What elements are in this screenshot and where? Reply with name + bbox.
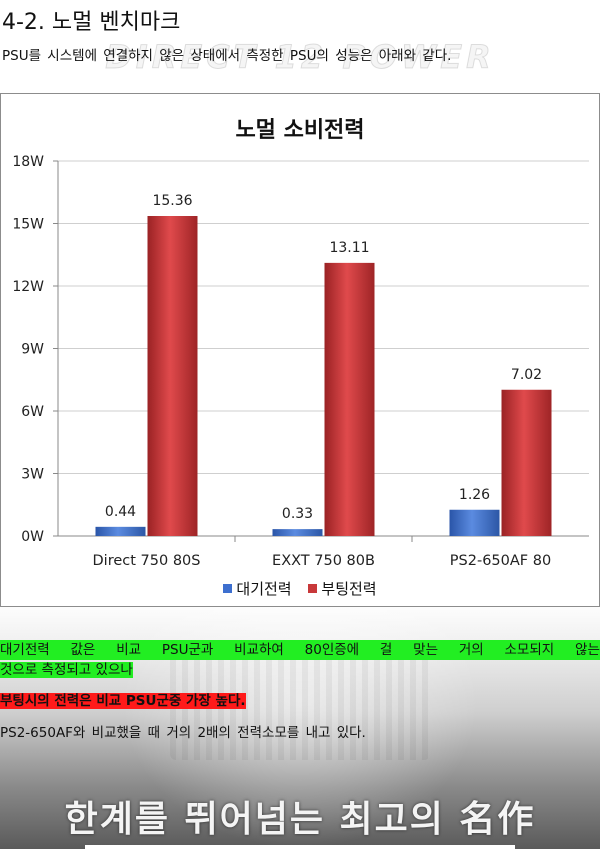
- brand-watermark: DIRECT 12 POWER: [105, 38, 495, 77]
- bar-boot: [324, 262, 375, 536]
- paragraph-word: 소모되지: [504, 642, 555, 658]
- y-tick-label: 15W: [12, 217, 44, 233]
- paragraph-standby-power: 대기전력 값은 비교 PSU군과 비교하여 80인증에 걸 맞는 거의 소모되지 않는 것으로 측정…: [0, 640, 600, 680]
- paragraph-word: 대기전력: [0, 642, 50, 658]
- x-tick-label: PS2-650AF 80: [450, 553, 551, 569]
- data-label: 1.26: [459, 487, 490, 503]
- data-label: 7.02: [511, 367, 542, 383]
- paragraph-word: 비교: [116, 642, 142, 658]
- data-label: 0.44: [105, 504, 136, 520]
- y-tick-label: 9W: [21, 342, 44, 358]
- chart-title: 노멀 소비전력: [235, 118, 365, 143]
- legend-swatch-red: [308, 584, 318, 593]
- slogan-underline: [85, 845, 515, 849]
- legend-item-boot: 부팅전력: [308, 578, 377, 599]
- paragraph-line-2: 것으로 측정되고 있으나: [0, 662, 133, 678]
- bar-chart: 0W 3W 6W 9W 12W 15W 18W 0.44 15.36 Direct 750 80S…: [12, 154, 589, 569]
- chart-container: 노멀 소비전력 0W 3W 6W 9W 12W 15W 18W 0.44 15.36 Direct…: [0, 93, 600, 607]
- paragraph-word: 80인증에: [304, 642, 360, 658]
- data-label: 0.33: [282, 506, 313, 522]
- data-label: 13.11: [329, 240, 369, 256]
- x-tick-label: Direct 750 80S: [93, 553, 201, 569]
- paragraph-word: 비교하여: [234, 642, 284, 658]
- y-tick-label: 6W: [21, 404, 44, 420]
- bar-standby: [95, 526, 146, 536]
- paragraph-boot-power: 부팅시의 전력은 비교 PSU군중 가장 높다.: [0, 691, 246, 711]
- bar-boot: [501, 389, 552, 536]
- legend-swatch-blue: [223, 584, 233, 593]
- paragraph-word: 거의: [458, 642, 484, 658]
- chart-legend: 대기전력 부팅전력: [1, 578, 599, 599]
- legend-item-standby: 대기전력: [223, 578, 292, 599]
- bar-standby: [272, 529, 323, 536]
- legend-label-boot: 부팅전력: [321, 580, 377, 598]
- x-tick-label: EXXT 750 80B: [272, 553, 375, 569]
- y-tick-label: 3W: [21, 467, 44, 483]
- slogan: 한계를 뛰어넘는 최고의 名作: [64, 798, 536, 840]
- y-tick-label: 12W: [12, 279, 44, 295]
- data-label: 15.36: [152, 193, 192, 209]
- paragraph-word: 걸: [379, 642, 393, 658]
- paragraph-word: 않는: [575, 642, 600, 658]
- paragraph-word: 값은: [70, 642, 96, 658]
- y-tick-label: 18W: [12, 154, 44, 170]
- legend-label-standby: 대기전력: [236, 580, 292, 598]
- paragraph-word: 맞는: [413, 642, 439, 658]
- paragraph-comparison: PS2-650AF와 비교했을 때 거의 2배의 전력소모를 내고 있다.: [0, 725, 366, 741]
- y-tick-label: 0W: [21, 529, 44, 545]
- paragraph-line-1: 대기전력 값은 비교 PSU군과 비교하여 80인증에 걸 맞는 거의 소모되지 않는: [0, 640, 600, 660]
- intro-text: PSU를 시스템에 연결하지 않은 상태에서 측정한 PSU의 성능은 아래와 …: [2, 48, 452, 64]
- paragraph-word: PSU군과: [161, 642, 214, 658]
- paragraph-boot-text: 부팅시의 전력은 비교 PSU군중 가장 높다.: [0, 693, 246, 709]
- section-title: 4-2. 노멀 벤치마크: [2, 10, 181, 35]
- bar-standby: [449, 509, 500, 536]
- bar-boot: [147, 216, 198, 536]
